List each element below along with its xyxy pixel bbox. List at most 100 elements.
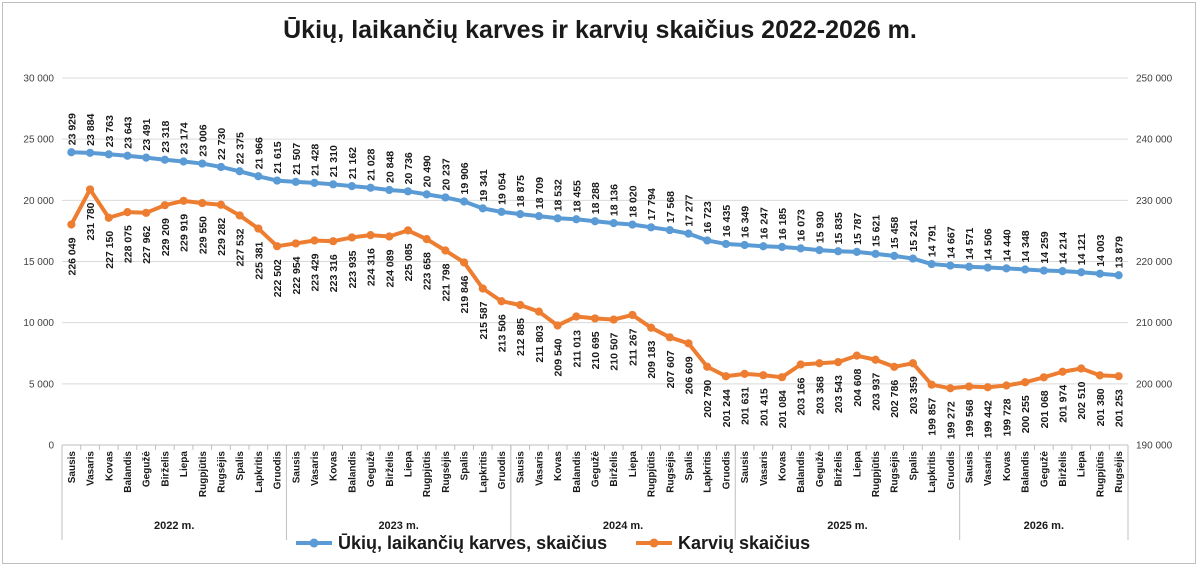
data-point [272,176,282,185]
month-label: Vasaris [759,451,770,486]
data-label: 223 935 [347,250,359,288]
data-point [834,247,843,256]
data-point [198,159,207,168]
data-point [590,314,600,323]
data-point [1095,371,1105,380]
data-label: 17 568 [665,191,677,223]
data-point [983,263,992,272]
data-point [216,200,226,209]
month-label: Liepa [179,451,190,478]
data-label: 16 349 [740,206,752,238]
data-point [347,182,356,191]
data-label: 229 919 [179,214,191,252]
data-label: 207 607 [665,350,677,388]
data-point [347,233,356,242]
data-label: 206 609 [684,356,696,394]
left-tick-label: 20 000 [23,196,54,207]
data-label: 14 003 [1095,234,1107,266]
data-label: 21 507 [291,143,303,175]
month-label: Gegužė [366,451,377,488]
data-point [721,239,731,249]
data-point [871,355,880,364]
data-label: 22 375 [235,132,247,164]
data-label: 222 502 [272,259,284,297]
data-label: 18 532 [553,179,565,211]
data-label: 213 506 [496,314,508,352]
data-point [142,153,151,162]
month-label: Sausis [965,451,976,484]
data-label: 211 267 [627,328,639,366]
data-point [628,220,637,229]
year-label: 2023 m. [378,520,418,532]
left-tick-label: 0 [48,441,54,452]
month-label: Gruodis [721,451,732,490]
data-point [422,190,431,199]
data-labels: 23 929 23 884 23 763 23 643 23 491 23 318 23 1… [66,113,1125,439]
data-point [1039,266,1048,275]
data-point [216,162,226,172]
data-label: 201 380 [1095,388,1107,426]
data-label: 16 435 [721,205,733,237]
data-point [703,362,712,371]
month-label: Kovas [553,451,564,481]
data-point [497,207,506,217]
month-label: Spalis [460,451,471,481]
data-label: 229 282 [216,218,228,256]
data-point [964,262,974,271]
data-label: 18 020 [627,185,639,217]
data-label: 203 368 [814,376,826,414]
data-label: 212 885 [515,318,527,356]
data-point [647,323,656,332]
data-label: 229 550 [197,216,209,254]
month-label: Rugsėjis [665,451,676,493]
data-point [235,211,244,220]
data-point [796,360,805,369]
data-point [329,180,338,189]
month-label: Liepa [628,451,639,478]
data-point [1114,372,1123,381]
data-label: 229 209 [160,218,172,256]
month-label: Vasaris [534,451,545,486]
left-y-axis: 0 5 000 10 000 15 000 20 000 25 000 30 000 [23,74,54,452]
data-label: 224 089 [384,249,396,287]
data-label: 201 068 [1039,390,1051,428]
data-label: 14 667 [945,226,957,258]
data-point [67,148,76,157]
month-label: Sausis [291,451,302,484]
data-label: 201 415 [758,388,770,426]
data-label: 201 631 [740,387,752,425]
data-point [665,225,674,235]
data-point [534,307,543,316]
data-point [1058,267,1067,276]
data-point [684,229,693,238]
data-point [890,251,899,260]
month-label: Kovas [778,451,789,481]
data-point [927,380,936,389]
data-label: 204 608 [852,369,864,407]
data-point [572,312,581,321]
data-point [590,217,600,226]
data-point [759,242,768,251]
data-point [104,150,113,159]
left-tick-label: 25 000 [23,135,54,146]
data-label: 210 695 [590,331,602,369]
data-point [385,185,394,195]
month-label: Rugsėjis [890,451,901,493]
data-label: 201 253 [1114,389,1126,427]
month-label: Balandis [347,451,358,493]
month-label: Balandis [123,451,134,493]
data-label: 16 073 [796,209,808,241]
month-label: Rugsėjis [1114,451,1125,493]
data-point [441,246,450,255]
month-label: Vasaris [310,451,321,486]
data-label: 20 237 [440,158,452,190]
data-point [254,172,263,181]
data-label: 231 780 [85,202,97,240]
data-label: 215 587 [478,301,490,339]
month-label: Spalis [908,451,919,481]
data-point [815,359,824,368]
data-label: 18 455 [571,180,583,212]
month-label: Rugpjūtis [198,451,209,498]
data-label: 16 247 [758,207,770,239]
